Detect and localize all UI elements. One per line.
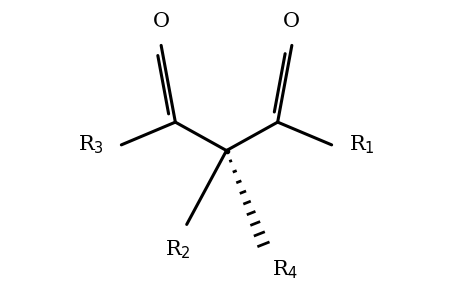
Text: O: O — [284, 12, 300, 31]
Text: R$_4$: R$_4$ — [272, 258, 299, 281]
Text: R$_1$: R$_1$ — [349, 134, 375, 156]
Text: O: O — [153, 12, 169, 31]
Text: R$_2$: R$_2$ — [165, 239, 191, 261]
Text: R$_3$: R$_3$ — [78, 134, 104, 156]
